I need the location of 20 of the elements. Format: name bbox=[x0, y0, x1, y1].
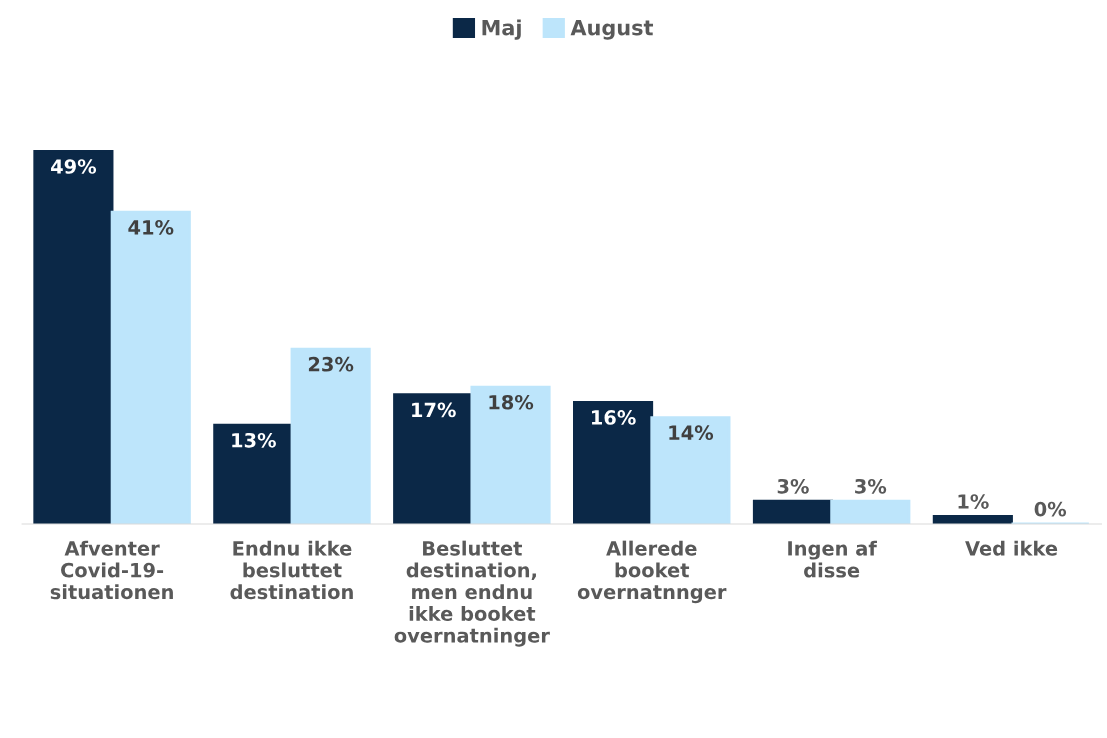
data-label: 17% bbox=[412, 402, 456, 418]
data-label: 3% bbox=[855, 478, 887, 494]
data-label: 14% bbox=[669, 425, 714, 441]
data-label: 0% bbox=[1034, 501, 1067, 517]
data-label: 13% bbox=[232, 432, 276, 448]
x-tick-label: Allerede booket overnatnnger bbox=[577, 540, 727, 604]
data-label: 3% bbox=[777, 478, 809, 494]
legend-label: Maj bbox=[482, 19, 521, 40]
legend-label: August bbox=[570, 20, 654, 40]
data-label: 49% bbox=[51, 159, 97, 174]
x-tick-label: Endnu ikke besluttet destination bbox=[230, 540, 353, 600]
x-tick-label: Ved ikke bbox=[965, 540, 1058, 556]
data-label: 16% bbox=[591, 410, 636, 425]
data-label: 23% bbox=[308, 356, 354, 372]
x-tick-label: Besluttet destination, men endnu ikke booket overnatninger bbox=[394, 540, 550, 647]
data-label: 41% bbox=[128, 219, 174, 235]
data-label: 18% bbox=[489, 394, 534, 410]
x-tick-label: Ingen af disse bbox=[788, 540, 877, 578]
data-label: 1% bbox=[958, 494, 989, 509]
x-tick-label: Afventer Covid-19-situationen bbox=[50, 540, 173, 600]
